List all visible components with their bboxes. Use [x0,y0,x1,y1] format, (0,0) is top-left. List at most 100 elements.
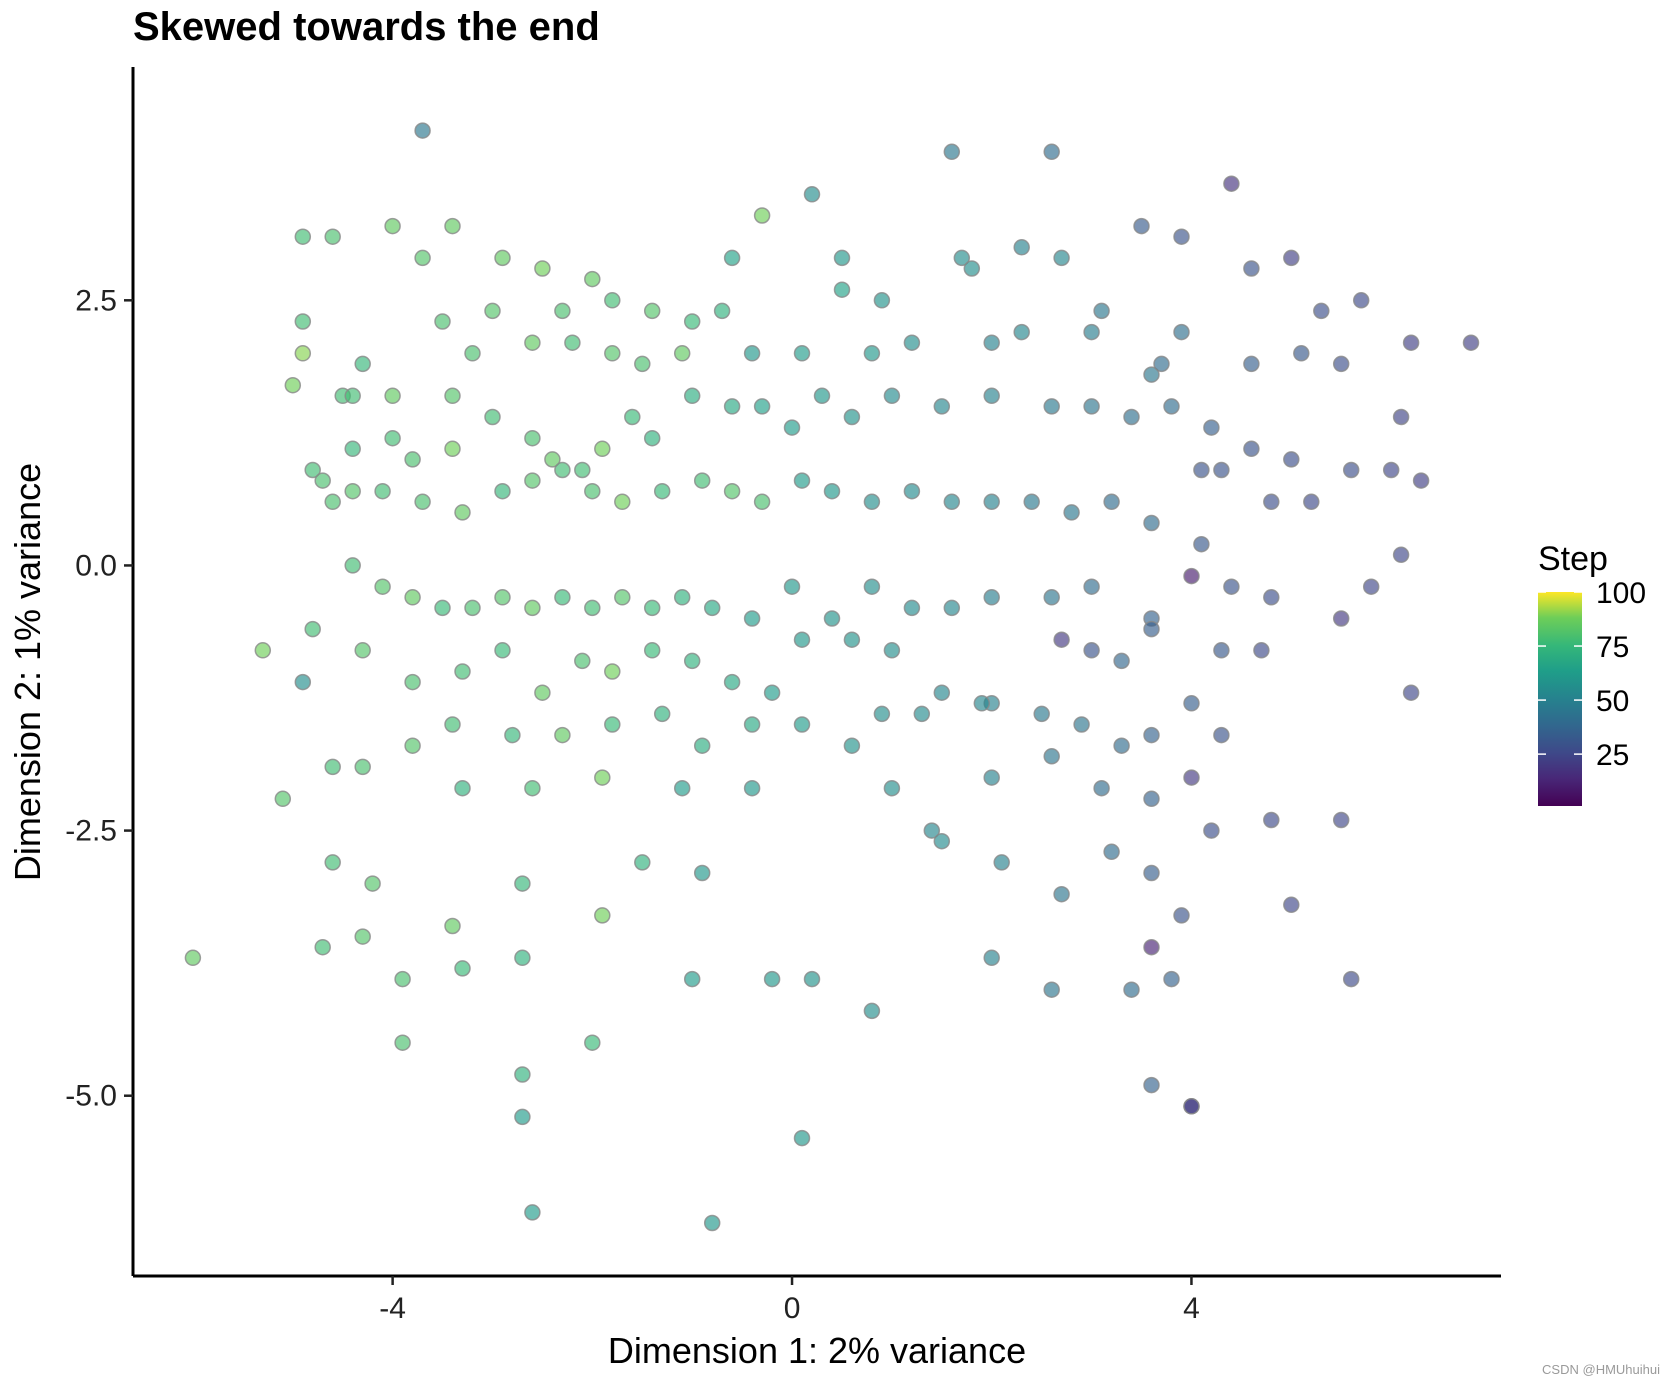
data-point [1023,493,1040,511]
data-point [1113,652,1130,670]
data-point [1143,790,1160,808]
data-point [1083,642,1100,659]
data-point [494,482,511,500]
data-point [604,663,621,680]
data-point [753,493,771,511]
data-point [544,451,561,468]
data-point [1332,355,1350,373]
data-point [1123,981,1140,998]
data-point [843,737,861,754]
data-point [324,758,341,776]
data-point [643,599,661,617]
data-point [404,451,421,468]
data-point [1083,398,1100,415]
data-point [314,938,331,956]
data-point [863,578,881,595]
data-point [1143,514,1160,532]
data-point [1263,493,1280,511]
data-point [683,970,701,988]
data-point [454,960,471,977]
data-point [1163,398,1180,415]
data-point [813,387,831,405]
data-point [1243,260,1260,277]
data-point [643,302,661,320]
data-point [753,207,771,224]
data-point [1173,228,1190,245]
data-point [1093,779,1110,797]
data-point [1223,578,1240,595]
legend-tick-label: 75 [1596,631,1629,664]
data-point [983,769,1000,786]
data-point [614,493,631,511]
data-point [1183,567,1200,585]
data-point [983,387,1000,405]
data-point [1332,610,1350,627]
data-point [933,832,951,850]
y-axis-title: Dimension 2: 1% variance [7,463,48,881]
data-point [554,726,571,744]
data-point [913,705,931,723]
data-point [933,398,951,415]
data-point [1203,419,1220,436]
data-point [683,313,701,330]
data-point [723,249,741,267]
x-tick-label: -4 [379,1292,406,1325]
data-point [514,1108,531,1126]
data-point [1243,440,1260,458]
data-point [953,249,971,267]
data-point [793,345,811,362]
data-point [454,504,471,521]
data-point [444,217,461,235]
data-point [524,334,541,351]
data-point [693,864,711,882]
data-point [584,270,601,288]
data-point [1043,589,1060,606]
data-point [743,716,761,733]
legend-tick-label: 100 [1596,577,1646,610]
data-point [1143,864,1160,882]
data-point [274,790,292,808]
data-point [1283,451,1300,468]
data-point [294,313,312,330]
data-point [1063,504,1080,521]
data-point [1263,811,1280,829]
data-point [1283,896,1300,914]
data-point [803,970,821,988]
data-point [444,716,461,733]
data-point [634,355,651,373]
data-point [1043,748,1060,765]
data-point [1392,408,1410,426]
data-point [404,589,421,606]
points-layer [184,122,1480,1232]
data-point [584,1034,601,1051]
data-point [1073,716,1090,733]
data-point [843,408,861,426]
data-point [903,334,921,351]
data-point [673,779,691,797]
x-ticks: -4 0 4 [379,1276,1200,1325]
data-point [923,822,941,839]
data-point [1173,907,1190,924]
data-point [484,408,501,426]
y-tick-label: 2.5 [75,284,117,317]
data-point [703,1214,721,1232]
x-axis-title: Dimension 1: 2% variance [608,1330,1026,1371]
data-point [294,345,312,362]
data-point [1193,535,1210,553]
data-point [554,461,571,479]
data-point [1043,143,1060,161]
data-point [1053,249,1070,267]
data-point [783,578,801,595]
data-point [1263,589,1280,606]
data-point [284,376,302,394]
data-point [594,769,611,786]
data-point [1043,981,1060,998]
data-point [384,429,401,447]
data-point [743,345,761,362]
data-point [534,260,551,277]
data-point [1133,217,1150,235]
data-point [1123,408,1140,426]
data-point [444,917,461,935]
data-point [1183,695,1200,712]
data-point [863,1002,881,1020]
